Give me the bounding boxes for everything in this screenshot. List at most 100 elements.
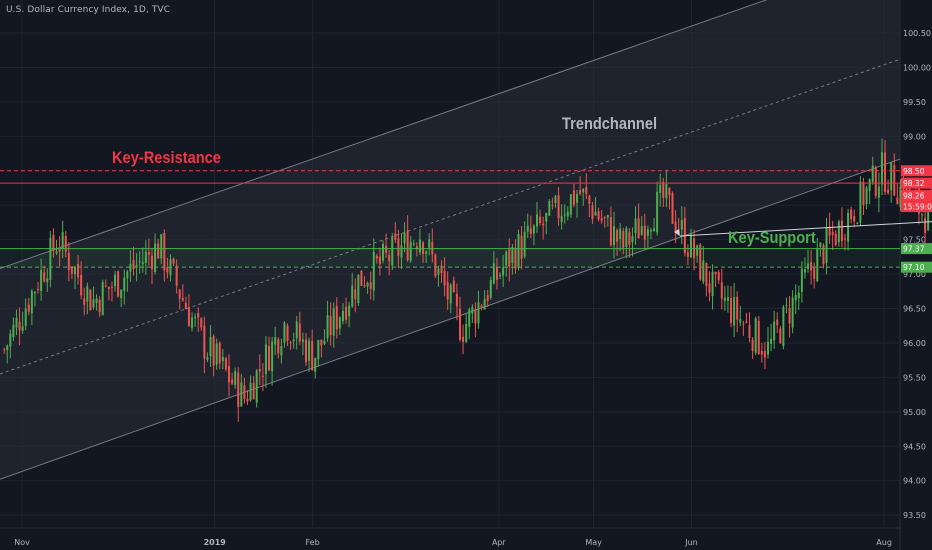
candle-body [43, 272, 46, 282]
candle-body [61, 232, 64, 249]
candle-body [557, 195, 560, 219]
candle-body [733, 297, 736, 326]
x-tick-label: May [585, 538, 602, 547]
candle-body [391, 237, 394, 266]
candle-body [212, 336, 215, 366]
candle-body [893, 165, 896, 196]
candle-body [803, 269, 806, 273]
candle-body [375, 255, 378, 259]
candle-body [899, 186, 902, 208]
candle-body [326, 315, 329, 339]
candle-body [246, 398, 249, 402]
candle-body [437, 268, 440, 275]
candle-body [6, 345, 9, 351]
candle-body [539, 216, 542, 223]
candle-body [197, 313, 200, 318]
candle-body [850, 209, 853, 220]
candle-body [594, 211, 597, 216]
candle-body [67, 252, 70, 271]
candle-body [529, 228, 532, 234]
candle-body [46, 278, 49, 283]
candle-body [187, 307, 190, 327]
candle-body [662, 181, 665, 198]
candle-body [323, 340, 326, 344]
candle-body [646, 229, 649, 236]
candle-body [200, 318, 203, 328]
candle-body [810, 262, 813, 271]
candle-body [409, 241, 412, 261]
candles [3, 138, 932, 422]
candle-body [714, 271, 717, 275]
candle-body [12, 324, 15, 338]
candle-body [117, 271, 120, 297]
candle-body [163, 232, 166, 271]
price-axis-panel [900, 0, 932, 550]
candle-body [363, 285, 366, 287]
candle-body [785, 305, 788, 307]
candle-body [15, 318, 18, 328]
candle-body [21, 326, 24, 331]
candle-body [271, 341, 274, 372]
candle-body [255, 370, 258, 403]
trendchannel-label[interactable]: Trendchannel [562, 114, 658, 133]
candle-body [24, 308, 27, 326]
candle-body [298, 323, 301, 342]
candle-body [505, 251, 508, 266]
candle-body [825, 227, 828, 264]
candle-body [70, 266, 73, 274]
candle-body [696, 245, 699, 256]
key-resistance-label[interactable]: Key-Resistance [112, 148, 221, 167]
candle-body [440, 265, 443, 273]
candle-body [329, 316, 332, 336]
candle-body [834, 234, 837, 245]
candle-body [847, 212, 850, 242]
candle-body [890, 162, 893, 191]
candle-body [203, 325, 206, 359]
candle-body [773, 321, 776, 341]
candle-body [754, 318, 757, 353]
candle-body [95, 298, 98, 304]
candle-body [699, 244, 702, 280]
candle-body [680, 220, 683, 230]
price-label-bg-last-price [901, 190, 932, 202]
candle-body [308, 340, 311, 361]
candle-body [751, 339, 754, 351]
candle-body [576, 194, 579, 203]
candle-body [292, 339, 295, 341]
candle-body [705, 262, 708, 287]
candle-body [640, 226, 643, 235]
candle-body [458, 308, 461, 340]
candle-body [840, 220, 843, 242]
candle-body [597, 211, 600, 220]
key-support-label[interactable]: Key-Support [728, 228, 816, 247]
candle-body [314, 357, 317, 372]
candle-body [160, 234, 163, 259]
candle-body [499, 274, 502, 277]
candle-body [579, 190, 582, 194]
price-label-countdown: 15:59:09 [903, 203, 932, 212]
candle-body [397, 238, 400, 256]
candle-body [739, 319, 742, 323]
candle-body [52, 234, 55, 251]
candle-body [231, 379, 234, 384]
price-label-resistance-solid: 98.32 [903, 179, 925, 188]
candle-body [865, 187, 868, 204]
candle-body [101, 282, 104, 316]
candle-body [120, 289, 123, 299]
candle-body [366, 282, 369, 287]
candle-body [224, 358, 227, 370]
candle-body [73, 267, 76, 275]
candle-body [554, 196, 557, 203]
candle-body [797, 292, 800, 299]
candle-body [606, 215, 609, 218]
candle-body [665, 183, 668, 199]
candle-body [92, 299, 95, 308]
candle-body [184, 302, 187, 310]
candle-body [104, 285, 107, 287]
candle-body [856, 222, 859, 224]
candle-body [486, 295, 489, 301]
y-tick-label: 100.50 [903, 29, 931, 38]
candle-body [612, 226, 615, 246]
